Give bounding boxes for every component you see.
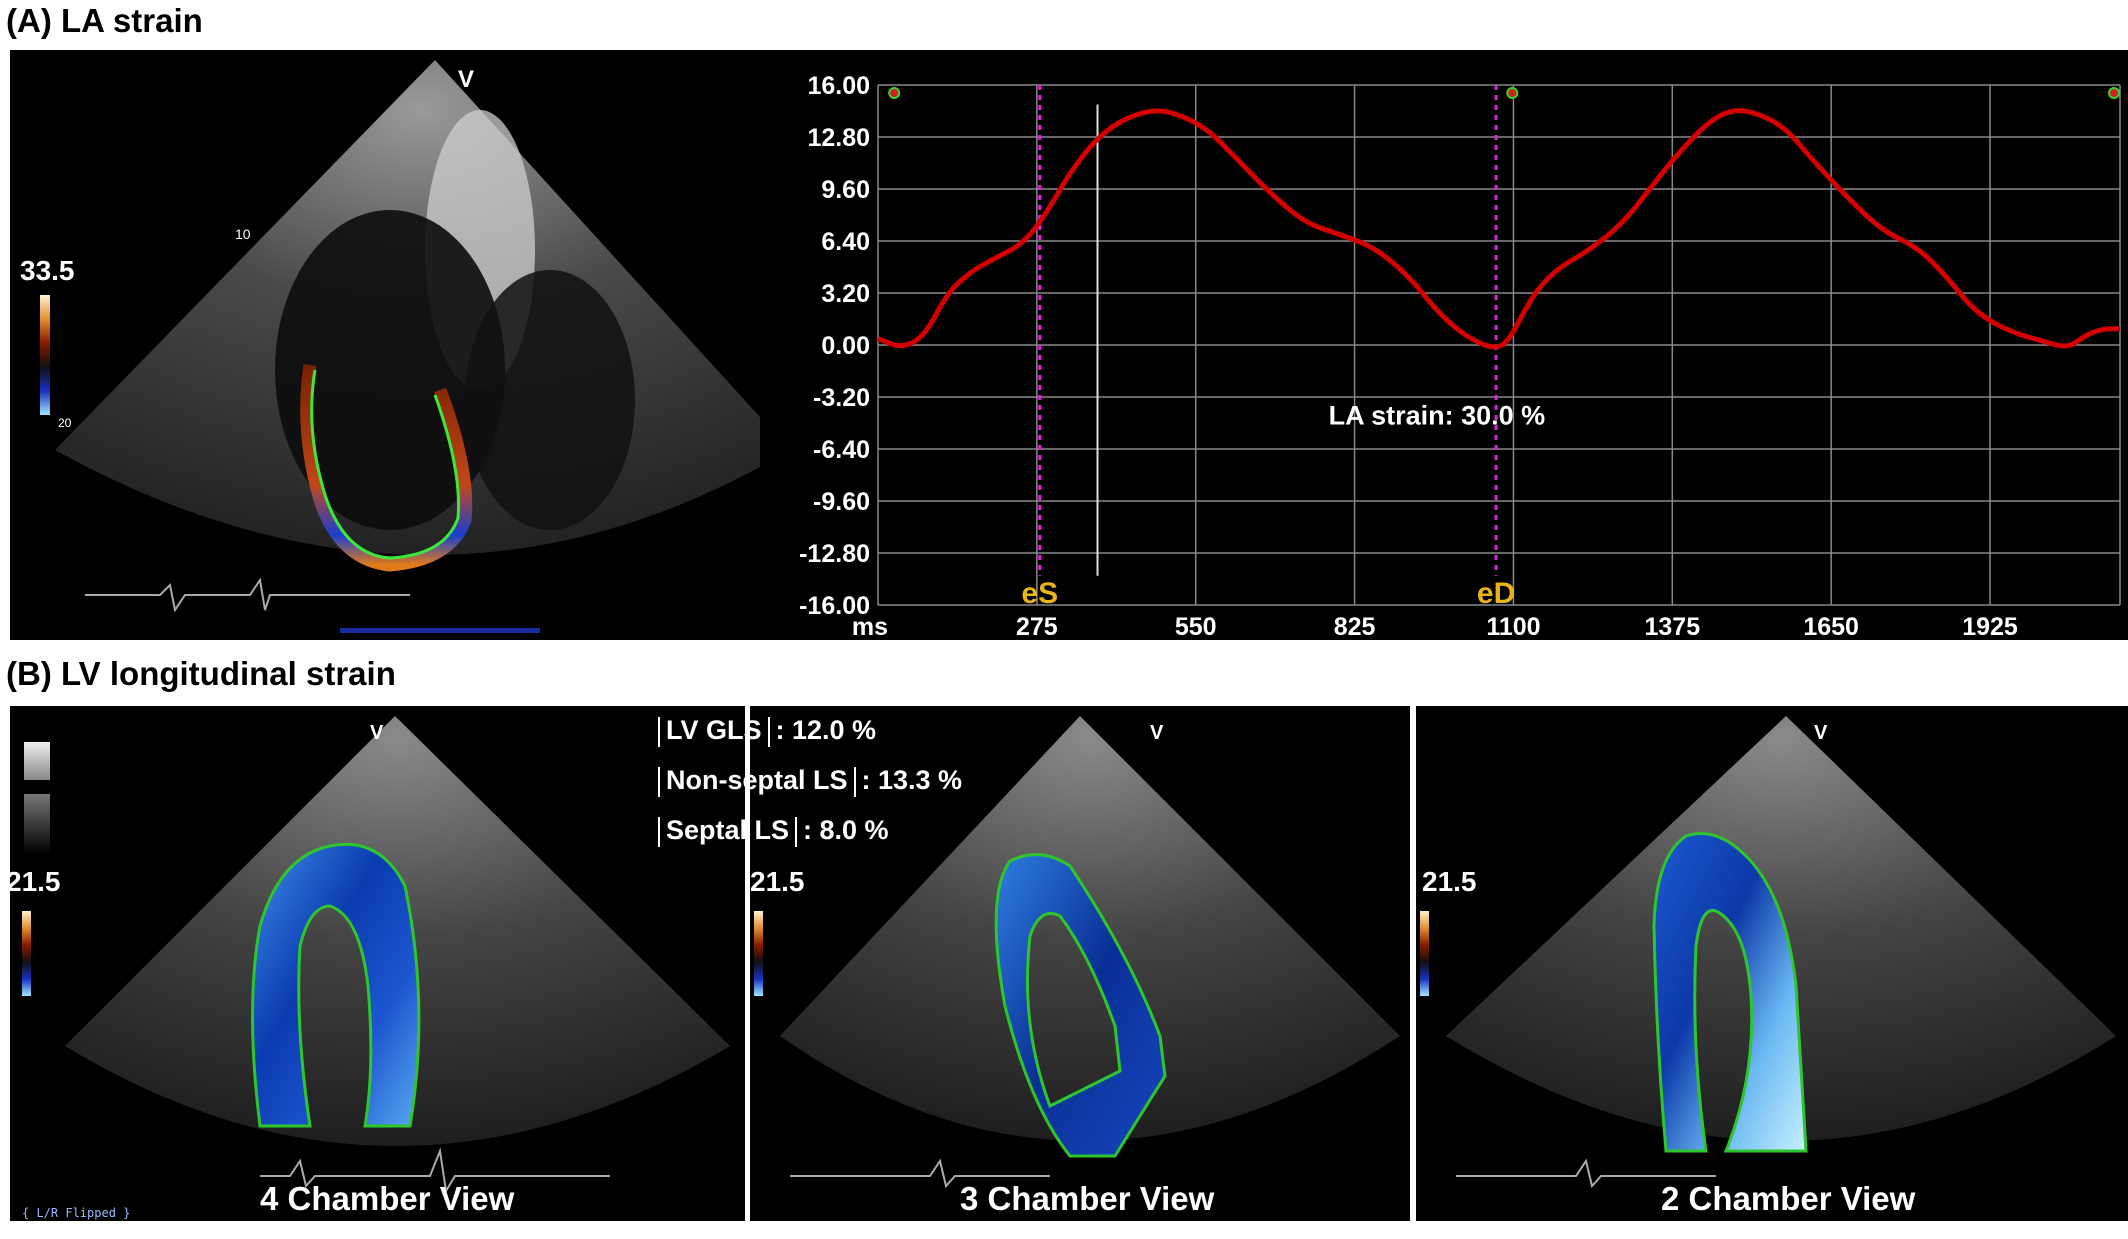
stat-nonseptal-ls: Non-septal LS : 13.3 %: [652, 765, 962, 797]
la-strain-chart: 16.00 12.80 9.60 6.40 3.20 0.00 -3.20 -6.40 -9.6…: [760, 50, 2128, 640]
la-echo-svg: [55, 60, 790, 633]
y-tick-label: 3.20: [821, 280, 870, 308]
view-4ch: 21.5 4 Chamber View { L/R Flipped } V: [10, 706, 745, 1221]
grayscale-swatch-dark: [24, 794, 50, 854]
lv-cavity: [275, 210, 505, 530]
y-tick-label: 9.60: [821, 176, 870, 204]
view-2ch: 21.5 2 Chamber View V: [1416, 706, 2128, 1221]
x-tick-label: 1925: [1962, 613, 2018, 640]
echo-4ch-svg: [65, 716, 730, 1194]
lv-myocardium: [1652, 832, 1808, 1153]
y-tick-label: 0.00: [821, 332, 870, 360]
la-endocardial-border: [310, 369, 460, 560]
view-label-2ch: 2 Chamber View: [1661, 1180, 1916, 1217]
lr-flipped-label: { L/R Flipped }: [22, 1206, 131, 1220]
y-tick-label: 16.00: [807, 72, 870, 100]
lv-myocardium: [251, 842, 421, 1128]
lv-myocardium: [994, 853, 1167, 1158]
stat-value: : 12.0 %: [775, 715, 877, 745]
strain-curve-0: [877, 108, 2120, 350]
echo-2ch-svg: [1446, 716, 2116, 1189]
x-axis-label: ms: [852, 613, 888, 640]
echo-3ch-svg: [780, 716, 1400, 1189]
x-tick-label: 1375: [1644, 613, 1700, 640]
colorbar-4ch: [22, 911, 31, 996]
view-3ch: 21.5 3 Chamber View V: [750, 706, 1410, 1221]
grayscale-swatch: [24, 742, 50, 780]
event-label-eD: eD: [1477, 577, 1515, 610]
ecg-trace: [260, 1147, 610, 1194]
stat-label: LV GLS: [666, 715, 762, 745]
frame-marker-dot: [2108, 87, 2120, 99]
v-marker-4ch: V: [370, 722, 384, 744]
strain-chart-svg: 16.00 12.80 9.60 6.40 3.20 0.00 -3.20 -6.40 -9.6…: [799, 72, 2121, 640]
y-tick-label: 12.80: [807, 124, 870, 152]
ra-cavity: [465, 270, 635, 530]
view-label-4ch: 4 Chamber View: [260, 1180, 515, 1217]
ecg-trace: [1456, 1158, 1716, 1189]
depth-label: 10: [235, 226, 251, 242]
la-echo-image: V 10 33.5 20: [10, 50, 800, 640]
v-marker-3ch: V: [1150, 722, 1164, 744]
y-tick-label: -12.80: [799, 540, 870, 568]
x-tick-label: 550: [1175, 613, 1217, 640]
stat-lv-gls: LV GLS : 12.0 %: [652, 715, 876, 747]
colorbar: [40, 295, 50, 415]
x-tick-label: 1100: [1486, 613, 1540, 640]
colorbar-label-3ch: 21.5: [750, 866, 805, 897]
panel-a-title: (A) LA strain: [6, 2, 203, 39]
frame-marker-dot: [888, 87, 901, 99]
x-tick-label: 825: [1334, 613, 1376, 640]
la-strain-annotation: LA strain: 30.0 %: [1329, 401, 1546, 431]
colorbar-max-label: 33.5: [20, 255, 75, 286]
stat-value: : 13.3 %: [861, 765, 963, 795]
stat-label: Septal LS: [666, 815, 790, 845]
x-tick-label: 1650: [1803, 613, 1859, 640]
colorbar-3ch: [754, 911, 763, 996]
v-marker: V: [458, 66, 475, 93]
stat-value: : 8.0 %: [803, 815, 889, 845]
x-tick-label: 275: [1016, 613, 1058, 640]
frame-marker-dot: [1506, 87, 1519, 99]
panel-b-title: (B) LV longitudinal strain: [6, 655, 396, 692]
stat-label: Non-septal LS: [666, 765, 848, 795]
y-tick-label: 6.40: [821, 228, 870, 256]
y-tick-label: -9.60: [813, 488, 870, 516]
y-tick-label: -16.00: [799, 592, 870, 620]
event-label-eS: eS: [1021, 577, 1058, 610]
colorbar-min-label: 20: [58, 416, 72, 430]
stat-septal-ls: Septal LS : 8.0 %: [652, 815, 889, 847]
colorbar-label-2ch: 21.5: [1422, 866, 1477, 897]
view-label-3ch: 3 Chamber View: [960, 1180, 1215, 1217]
y-tick-label: -3.20: [813, 384, 870, 412]
ecg-trace: [85, 577, 410, 613]
colorbar-label-4ch: 21.5: [10, 866, 61, 897]
la-strain-trace: [300, 364, 473, 572]
y-tick-label: -6.40: [813, 436, 870, 464]
depth-bar: [340, 628, 540, 633]
v-marker-2ch: V: [1814, 722, 1828, 744]
colorbar-2ch: [1420, 911, 1429, 996]
ecg-trace: [790, 1158, 1050, 1189]
